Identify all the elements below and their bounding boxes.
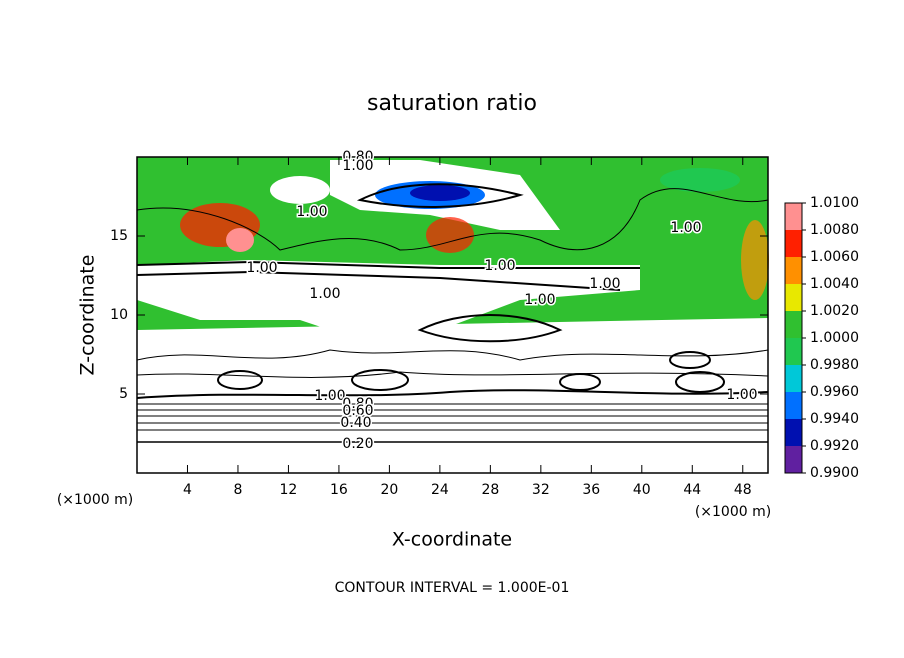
field-region xyxy=(741,220,769,300)
contour-label: 1.00 xyxy=(670,220,701,236)
field-region xyxy=(410,185,470,201)
y-axis-label: Z-coordinate xyxy=(77,255,99,376)
y-tick-label: 5 xyxy=(119,386,128,402)
contour-label: 0.80 xyxy=(342,149,373,165)
contour-line xyxy=(351,369,409,391)
chart-title: saturation ratio xyxy=(367,91,537,116)
colorbar-tick-label: 0.9980 xyxy=(810,357,859,373)
field-region xyxy=(137,260,640,340)
field-region xyxy=(226,228,254,252)
field-region xyxy=(426,217,474,253)
x-tick-label: 32 xyxy=(532,482,550,498)
colorbar-tick-label: 1.0100 xyxy=(810,195,859,211)
x-tick-label: 44 xyxy=(683,482,701,498)
x-tick-label: 12 xyxy=(280,482,298,498)
contour-label: 0.20 xyxy=(342,436,373,452)
colorbar-band xyxy=(785,203,802,230)
contour-label: 0.60 xyxy=(342,403,373,419)
colorbar-band xyxy=(785,257,802,284)
y-unit: (×1000 m) xyxy=(57,492,133,508)
contour-label: 1.00 xyxy=(589,276,620,292)
contour-label: 1.00 xyxy=(342,158,373,174)
x-tick-label: 40 xyxy=(633,482,651,498)
x-unit: (×1000 m) xyxy=(695,504,771,520)
colorbar-tick-label: 0.9920 xyxy=(810,438,859,454)
contour-label: 1.00 xyxy=(296,204,327,220)
x-tick-label: 24 xyxy=(431,482,449,498)
x-tick-label: 28 xyxy=(481,482,499,498)
contour-line xyxy=(136,188,769,251)
contour-line xyxy=(136,349,769,361)
x-tick-label: 16 xyxy=(330,482,348,498)
colorbar-tick-label: 1.0040 xyxy=(810,276,859,292)
colorbar-tick-label: 1.0060 xyxy=(810,249,859,265)
contour-label: 1.00 xyxy=(726,387,757,403)
contour-line xyxy=(217,370,263,390)
colorbar-band xyxy=(785,392,802,419)
y-tick-label: 10 xyxy=(110,307,128,323)
contour-line xyxy=(356,183,524,208)
contour-label: 1.00 xyxy=(524,292,555,308)
contour-lines xyxy=(136,183,769,443)
x-tick-label: 48 xyxy=(734,482,752,498)
contour-line xyxy=(559,373,601,391)
colorbar-band xyxy=(785,338,802,365)
colorbar-band xyxy=(785,446,802,473)
contour-line xyxy=(675,371,725,393)
colorbar-tick-label: 0.9960 xyxy=(810,384,859,400)
colorbar-band xyxy=(785,365,802,392)
contour-label: 1.00 xyxy=(309,286,340,302)
contour-label: 1.00 xyxy=(246,260,277,276)
colorbar-tick-label: 0.9940 xyxy=(810,411,859,427)
x-axis-label: X-coordinate xyxy=(392,529,512,551)
x-tick-label: 20 xyxy=(380,482,398,498)
colorbar-tick-label: 1.0080 xyxy=(810,222,859,238)
contour-label: 0.40 xyxy=(340,415,371,431)
field-region xyxy=(270,176,330,204)
field-region xyxy=(660,168,740,192)
contour-line xyxy=(136,389,769,399)
x-tick-label: 4 xyxy=(183,482,192,498)
contour-line xyxy=(137,403,768,431)
contour-label: 1.00 xyxy=(314,388,345,404)
colorbar-band xyxy=(785,284,802,311)
x-tick-label: 8 xyxy=(233,482,242,498)
contour-label: 0.80 xyxy=(342,396,373,412)
colorbar-tick-label: 1.0000 xyxy=(810,330,859,346)
field xyxy=(137,157,769,473)
contour-line xyxy=(136,260,640,291)
contour-line xyxy=(417,314,563,343)
footer: CONTOUR INTERVAL = 1.000E-01 xyxy=(335,580,570,596)
contour-line xyxy=(669,351,711,369)
colorbar-band xyxy=(785,419,802,446)
colorbar-band xyxy=(785,311,802,338)
x-tick-label: 36 xyxy=(582,482,600,498)
contour-label: 1.00 xyxy=(484,258,515,274)
colorbar-tick-label: 0.9900 xyxy=(810,465,859,481)
y-tick-label: 15 xyxy=(110,228,128,244)
colorbar-band xyxy=(785,230,802,257)
colorbar-tick-label: 1.0020 xyxy=(810,303,859,319)
